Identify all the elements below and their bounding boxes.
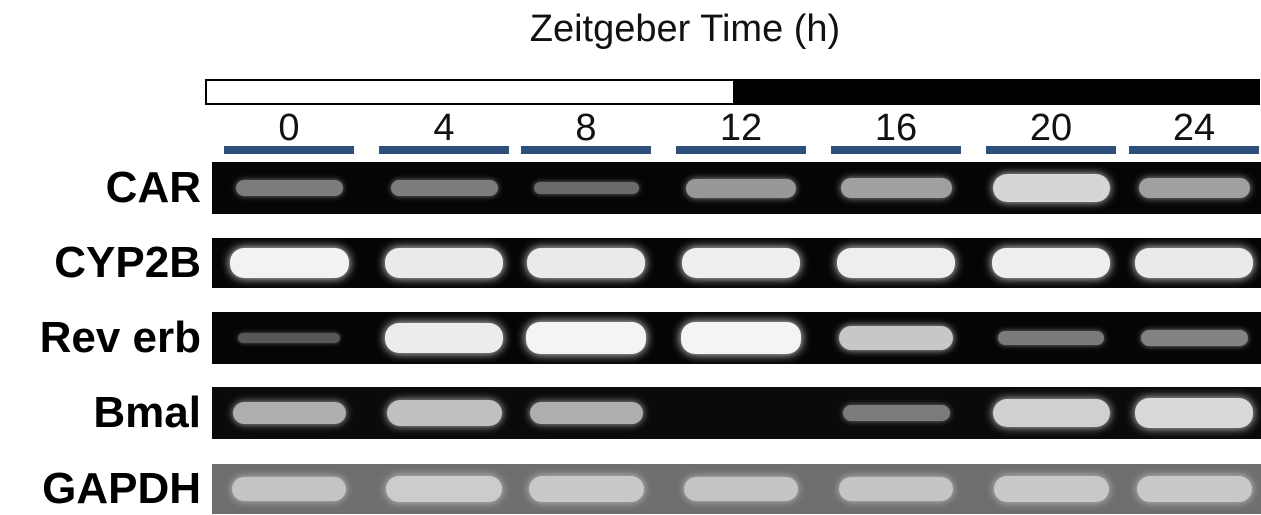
timepoint-underline [986, 146, 1116, 154]
timepoint-8: 8 [521, 108, 651, 156]
band [232, 401, 346, 425]
dark-phase [732, 81, 1258, 103]
band [527, 248, 645, 278]
timepoint-underline [521, 146, 651, 154]
timepoint-label: 4 [433, 107, 455, 149]
band [1135, 248, 1253, 278]
timepoint-label: 16 [874, 107, 918, 149]
timepoint-label: 20 [1029, 107, 1073, 149]
timepoint-12: 12 [676, 108, 806, 156]
band [526, 322, 646, 354]
band [992, 398, 1110, 428]
band [684, 476, 798, 502]
row-label-gapdh: GAPDH [42, 464, 201, 513]
timepoint-4: 4 [379, 108, 509, 156]
band [839, 476, 953, 502]
band [528, 476, 644, 502]
band [1136, 476, 1252, 502]
band [386, 400, 502, 426]
band [529, 401, 643, 425]
band [390, 180, 498, 196]
band [237, 333, 341, 343]
timepoint-label: 24 [1172, 107, 1216, 149]
row-label-cyp2b: CYP2B [54, 238, 201, 287]
band [386, 475, 502, 503]
gel-strip [212, 464, 1261, 514]
timepoint-20: 20 [986, 108, 1116, 156]
band [992, 173, 1110, 203]
band [232, 476, 346, 502]
timepoint-0: 0 [224, 108, 354, 156]
light-dark-bar [205, 79, 1260, 105]
timepoint-label: 8 [575, 107, 597, 149]
gel-strip [212, 162, 1261, 214]
band [681, 248, 801, 278]
row-label-bmal: Bmal [93, 388, 201, 437]
figure-title: Zeitgeber Time (h) [529, 8, 841, 50]
band [993, 476, 1109, 502]
row-label-car: CAR [105, 163, 201, 212]
band [839, 325, 953, 351]
band [686, 178, 796, 198]
band [842, 405, 950, 421]
timepoint-24: 24 [1129, 108, 1259, 156]
timepoint-underline [1129, 146, 1259, 154]
band [681, 322, 801, 354]
band [1138, 177, 1250, 199]
band [836, 248, 956, 278]
light-phase [207, 81, 733, 103]
timepoint-underline [379, 146, 509, 154]
timepoint-label: 12 [719, 107, 763, 149]
gel-strip [212, 312, 1261, 364]
band [235, 180, 343, 196]
band [1135, 398, 1253, 428]
gel-strip [212, 238, 1261, 288]
band [533, 181, 639, 195]
band [991, 248, 1111, 278]
band [229, 247, 349, 279]
timepoint-16: 16 [831, 108, 961, 156]
band [840, 177, 952, 199]
timepoint-underline [676, 146, 806, 154]
gel-strip [212, 387, 1261, 439]
band [998, 331, 1104, 345]
band [385, 248, 503, 278]
timepoint-label: 0 [278, 107, 300, 149]
timepoint-underline [831, 146, 961, 154]
band [1140, 330, 1248, 346]
row-label-rev-erb: Rev erb [39, 313, 201, 362]
timepoint-underline [224, 146, 354, 154]
band [385, 323, 503, 353]
